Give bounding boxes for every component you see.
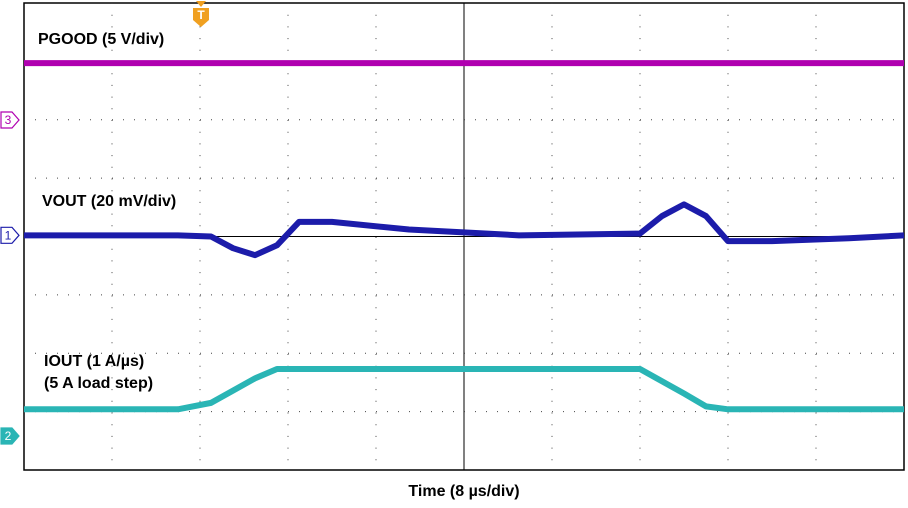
channel-number: 2 xyxy=(5,429,12,443)
trigger-label: T xyxy=(197,8,205,22)
trace xyxy=(24,366,904,413)
traces xyxy=(24,60,905,413)
trace-label: VOUT (20 mV/div) xyxy=(42,193,176,210)
trace xyxy=(24,201,905,259)
trace-label: IOUT (1 A/µs) xyxy=(44,353,144,370)
channel-number: 1 xyxy=(5,229,12,243)
trace-label: PGOOD (5 V/div) xyxy=(38,31,164,48)
trace-sublabel: (5 A load step) xyxy=(44,375,153,392)
x-axis-label: Time (8 µs/div) xyxy=(408,483,519,500)
channel-number: 3 xyxy=(5,113,12,127)
trigger-marker xyxy=(193,8,209,27)
channel-marker xyxy=(0,226,20,244)
channel-marker xyxy=(0,111,20,129)
trigger-tip xyxy=(196,1,206,7)
channel-marker xyxy=(0,427,20,445)
